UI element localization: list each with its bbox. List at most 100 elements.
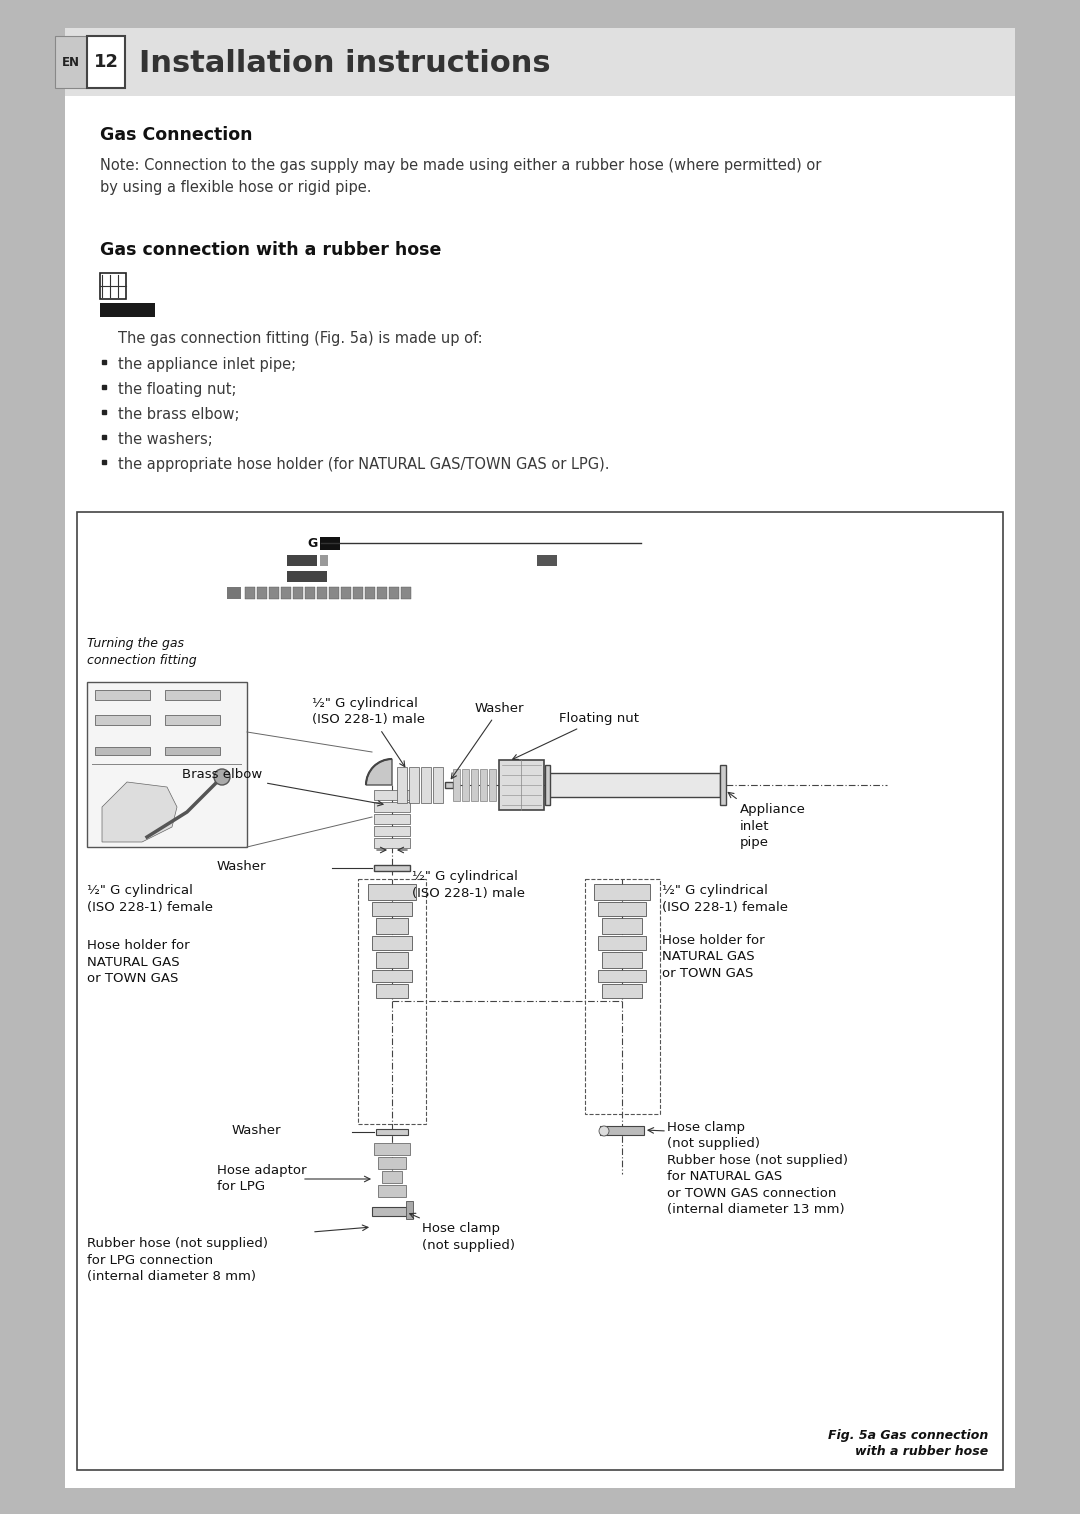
Bar: [287, 571, 327, 581]
Bar: [421, 768, 431, 802]
Bar: [594, 884, 650, 899]
Bar: [318, 587, 327, 600]
Bar: [357, 880, 426, 1123]
Text: Turning the gas
connection fitting: Turning the gas connection fitting: [87, 637, 197, 668]
Bar: [445, 783, 453, 787]
Text: the appropriate hose holder (for NATURAL GAS/TOWN GAS or LPG).: the appropriate hose holder (for NATURAL…: [118, 457, 609, 472]
Wedge shape: [366, 759, 392, 784]
Text: EN: EN: [62, 56, 80, 68]
Text: ½" G cylindrical
(ISO 228-1) female: ½" G cylindrical (ISO 228-1) female: [87, 884, 213, 913]
Bar: [100, 303, 156, 316]
Bar: [406, 1201, 413, 1219]
Bar: [376, 952, 408, 967]
Text: Appliance
inlet
pipe: Appliance inlet pipe: [728, 792, 806, 849]
Bar: [374, 864, 410, 871]
Bar: [365, 587, 375, 600]
Circle shape: [599, 1126, 609, 1136]
Bar: [269, 587, 279, 600]
Text: Gas Connection: Gas Connection: [100, 126, 253, 144]
Bar: [77, 512, 1003, 1470]
Bar: [165, 715, 220, 725]
Text: Hose holder for
NATURAL GAS
or TOWN GAS: Hose holder for NATURAL GAS or TOWN GAS: [87, 939, 190, 986]
Text: Hose clamp
(not supplied): Hose clamp (not supplied): [422, 1222, 515, 1252]
Text: Washer: Washer: [232, 1123, 282, 1137]
Bar: [65, 27, 1015, 1488]
Bar: [471, 769, 478, 801]
Bar: [95, 746, 150, 755]
Text: Hose clamp
(not supplied): Hose clamp (not supplied): [667, 1120, 760, 1151]
Bar: [368, 884, 416, 899]
Bar: [320, 537, 340, 550]
Text: Hose holder for
NATURAL GAS
or TOWN GAS: Hose holder for NATURAL GAS or TOWN GAS: [662, 934, 765, 980]
Bar: [165, 690, 220, 699]
Bar: [372, 936, 411, 949]
Bar: [545, 774, 720, 796]
Bar: [598, 902, 646, 916]
Bar: [281, 587, 291, 600]
Bar: [95, 690, 150, 699]
Bar: [353, 587, 363, 600]
Bar: [376, 1129, 408, 1136]
Text: 12: 12: [94, 53, 119, 71]
Bar: [600, 1126, 644, 1136]
Bar: [329, 587, 339, 600]
Bar: [374, 790, 410, 799]
Bar: [489, 769, 496, 801]
Bar: [376, 984, 408, 998]
Text: Rubber hose (not supplied)
for LPG connection
(internal diameter 8 mm): Rubber hose (not supplied) for LPG conne…: [87, 1237, 268, 1282]
Bar: [95, 715, 150, 725]
Bar: [389, 587, 399, 600]
Polygon shape: [102, 783, 177, 842]
Text: Rubber hose (not supplied)
for NATURAL GAS
or TOWN GAS connection
(internal diam: Rubber hose (not supplied) for NATURAL G…: [667, 1154, 848, 1217]
Text: The gas connection fitting (Fig. 5a) is made up of:: The gas connection fitting (Fig. 5a) is …: [118, 332, 483, 347]
Bar: [165, 746, 220, 755]
Bar: [378, 1185, 406, 1198]
Text: the washers;: the washers;: [118, 431, 213, 447]
Bar: [598, 936, 646, 949]
Bar: [227, 587, 241, 600]
Bar: [87, 36, 125, 88]
Bar: [602, 984, 642, 998]
Bar: [378, 1157, 406, 1169]
Bar: [374, 1143, 410, 1155]
Text: Washer: Washer: [451, 702, 525, 778]
Circle shape: [214, 769, 230, 784]
Bar: [374, 815, 410, 824]
Text: ½" G cylindrical
(ISO 228-1) male: ½" G cylindrical (ISO 228-1) male: [411, 871, 525, 899]
Bar: [372, 1207, 411, 1216]
Bar: [100, 273, 126, 298]
Bar: [341, 587, 351, 600]
Bar: [374, 827, 410, 836]
Bar: [376, 917, 408, 934]
Text: Fig. 5a Gas connection
with a rubber hose: Fig. 5a Gas connection with a rubber hos…: [827, 1429, 988, 1458]
Text: ½" G cylindrical
(ISO 228-1) male: ½" G cylindrical (ISO 228-1) male: [312, 696, 426, 766]
Bar: [409, 768, 419, 802]
Text: Installation instructions: Installation instructions: [139, 50, 551, 79]
Text: the floating nut;: the floating nut;: [118, 382, 237, 397]
Bar: [287, 556, 318, 566]
Text: Floating nut: Floating nut: [513, 712, 639, 760]
Bar: [433, 768, 443, 802]
Bar: [602, 952, 642, 967]
Text: Hose adaptor
for LPG: Hose adaptor for LPG: [217, 1164, 307, 1193]
Text: Gas connection with a rubber hose: Gas connection with a rubber hose: [100, 241, 442, 259]
Text: G: G: [307, 537, 318, 550]
Bar: [374, 839, 410, 848]
Bar: [245, 587, 255, 600]
Bar: [537, 556, 557, 566]
Bar: [372, 902, 411, 916]
Bar: [598, 970, 646, 983]
Bar: [87, 681, 247, 846]
Bar: [293, 587, 303, 600]
Text: Brass elbow: Brass elbow: [181, 769, 383, 805]
Bar: [602, 917, 642, 934]
Bar: [585, 880, 660, 1114]
Bar: [320, 556, 328, 566]
Text: Washer: Washer: [217, 860, 267, 874]
Bar: [372, 970, 411, 983]
Bar: [55, 36, 87, 88]
Bar: [374, 802, 410, 812]
Bar: [720, 765, 726, 805]
Bar: [397, 768, 407, 802]
Bar: [480, 769, 487, 801]
